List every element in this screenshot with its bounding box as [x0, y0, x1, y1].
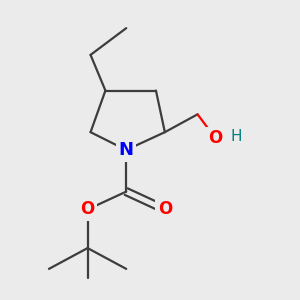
- Text: O: O: [158, 200, 172, 218]
- Text: O: O: [208, 129, 223, 147]
- Text: N: N: [119, 141, 134, 159]
- Text: O: O: [80, 200, 95, 218]
- Text: H: H: [230, 129, 242, 144]
